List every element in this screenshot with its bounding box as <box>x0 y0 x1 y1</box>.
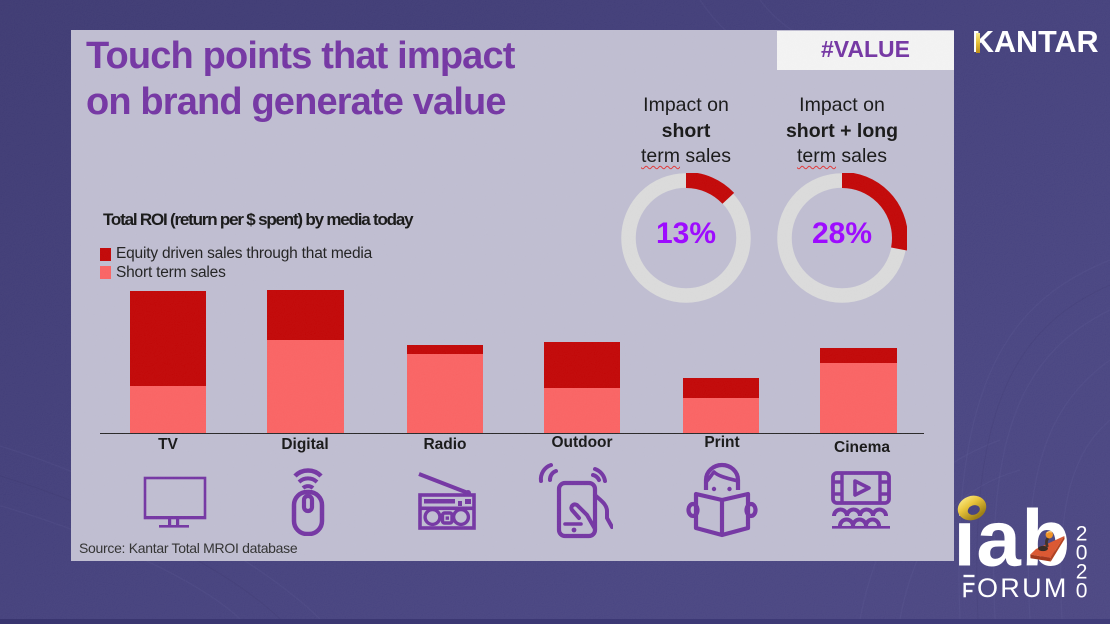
svg-text:ORUM: ORUM <box>977 573 1069 603</box>
svg-text:0: 0 <box>1076 580 1088 603</box>
